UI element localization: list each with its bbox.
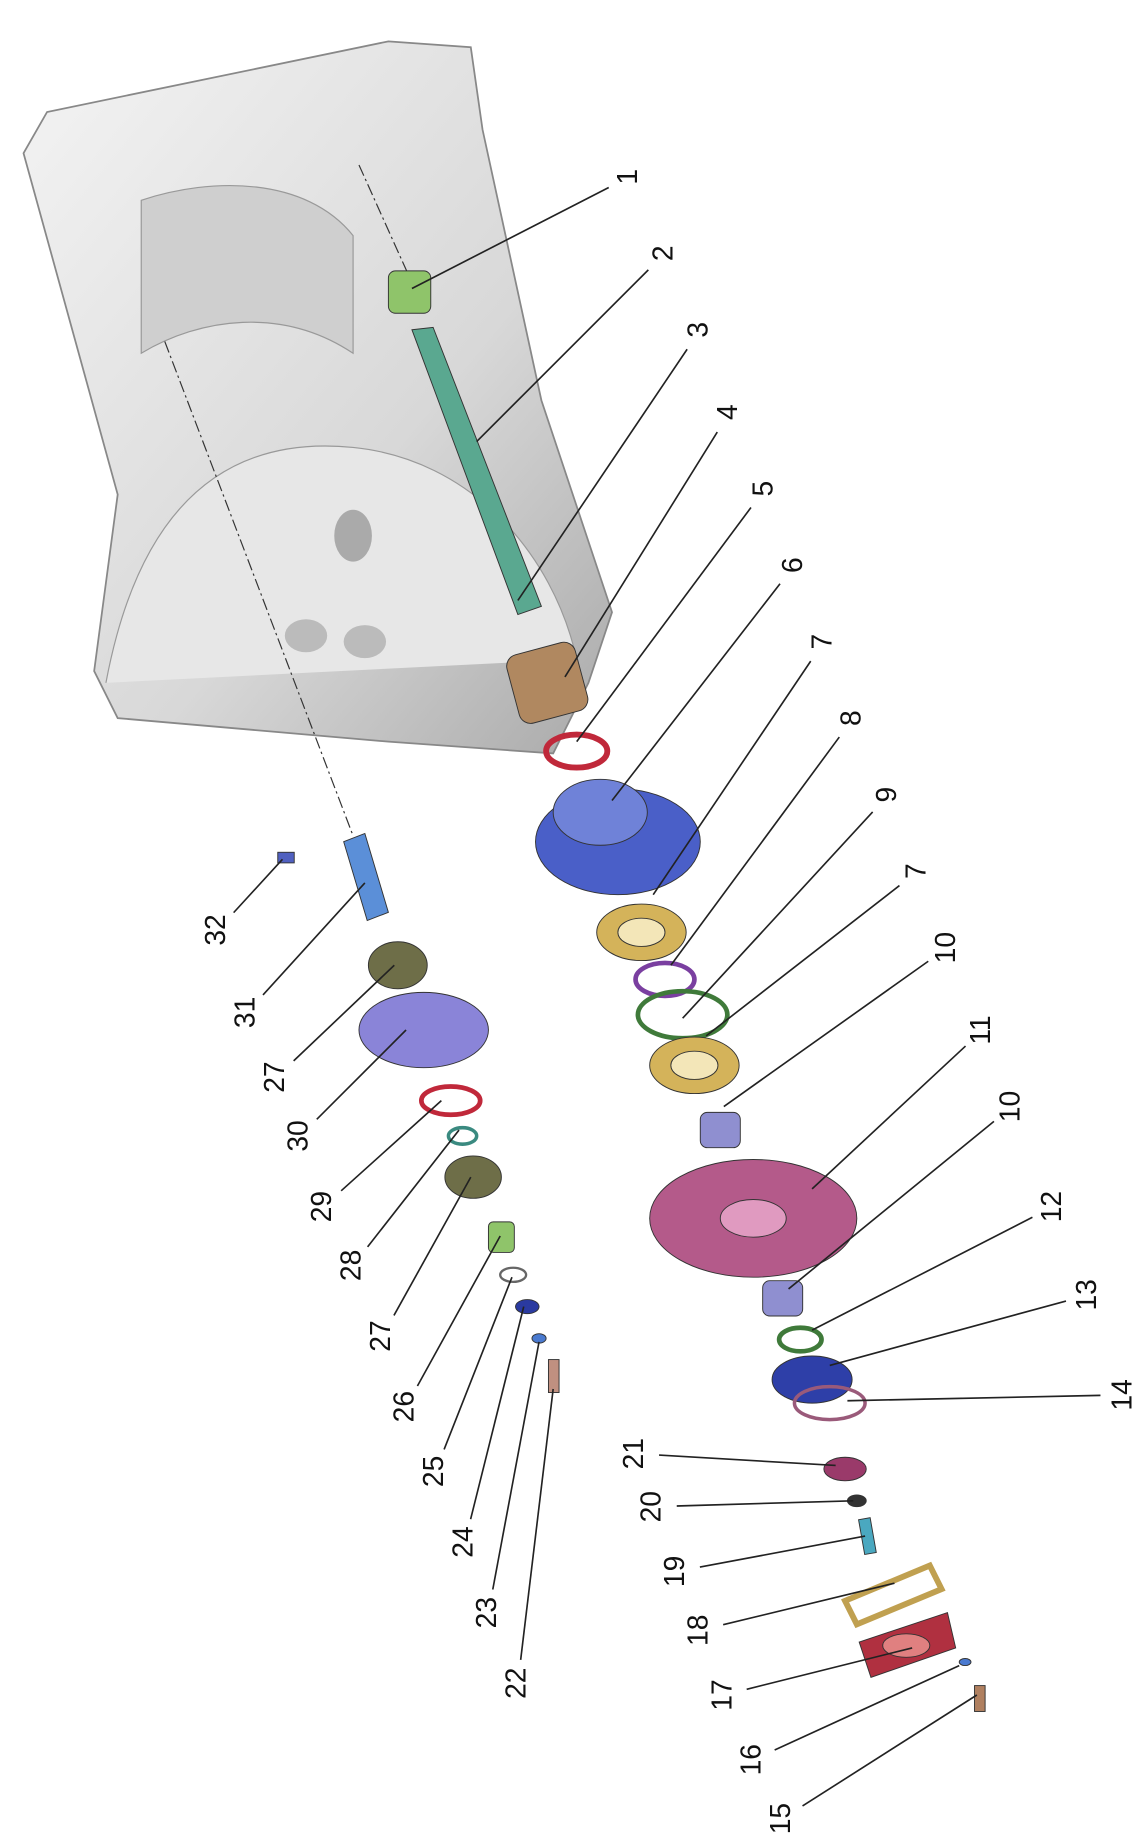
callout-number: 20 xyxy=(635,1491,667,1522)
leader-line xyxy=(847,1394,1101,1402)
leader-line xyxy=(293,964,395,1062)
leader-line xyxy=(340,1100,442,1192)
leader-line xyxy=(393,1176,472,1316)
callout-number: 27 xyxy=(364,1320,396,1351)
leader-line xyxy=(411,186,610,290)
callout-number: 9 xyxy=(870,787,902,803)
leader-line xyxy=(491,1341,540,1590)
callout-number: 11 xyxy=(964,1015,996,1044)
callout-number: 13 xyxy=(1070,1279,1102,1310)
housing xyxy=(22,40,613,755)
callout-number: 24 xyxy=(446,1526,478,1557)
callout-number: 31 xyxy=(229,997,261,1028)
callout-number: 32 xyxy=(199,914,231,945)
callout-number: 8 xyxy=(835,710,867,726)
leader-line xyxy=(262,882,366,996)
parts xyxy=(277,270,986,1712)
leader-line xyxy=(829,1300,1067,1367)
callout-number: 15 xyxy=(764,1803,796,1834)
leader-line xyxy=(676,1499,854,1507)
leader-line xyxy=(443,1276,513,1450)
leader-line xyxy=(652,660,812,896)
leader-line xyxy=(705,884,900,1037)
leader-line xyxy=(682,811,874,1019)
callout-number: 26 xyxy=(388,1391,420,1422)
leader-line xyxy=(774,1664,960,1751)
callout-number: 17 xyxy=(705,1679,737,1710)
leader-line xyxy=(723,960,929,1108)
leader-line xyxy=(366,1129,460,1248)
callout-number: 14 xyxy=(1105,1379,1137,1410)
leader-line xyxy=(519,1388,554,1660)
callout-number: 12 xyxy=(1035,1191,1067,1222)
leader-line xyxy=(811,1045,967,1190)
callout-number: 6 xyxy=(776,557,808,573)
callout-number: 30 xyxy=(282,1120,314,1151)
leader-line xyxy=(517,348,688,601)
leader-line xyxy=(476,269,649,443)
leader-line xyxy=(699,1535,866,1568)
callout-number: 4 xyxy=(711,404,743,420)
callout-number: 16 xyxy=(735,1744,767,1775)
leader-line xyxy=(659,1454,836,1467)
callout-number: 29 xyxy=(305,1191,337,1222)
callout-number: 7 xyxy=(805,634,837,650)
callout-number: 23 xyxy=(470,1597,502,1628)
callout-number: 10 xyxy=(994,1091,1026,1122)
callout-number: 25 xyxy=(417,1456,449,1487)
callout-number: 18 xyxy=(682,1615,714,1646)
callout-number: 1 xyxy=(611,169,643,185)
callout-number: 10 xyxy=(929,932,961,963)
callout-number: 27 xyxy=(258,1061,290,1092)
callout-number: 3 xyxy=(682,322,714,338)
callout-number: 21 xyxy=(617,1438,649,1469)
callout-number: 7 xyxy=(899,863,931,879)
leader-line xyxy=(811,1216,1033,1331)
leader-line xyxy=(576,507,752,743)
leader-line xyxy=(722,1582,895,1626)
callout-number: 2 xyxy=(646,245,678,261)
leader-line xyxy=(469,1306,525,1520)
leader-line xyxy=(316,1029,407,1120)
callouts: 1234567897101110121314212019181716152223… xyxy=(199,169,1137,1834)
leader-line xyxy=(233,858,284,914)
leader-line xyxy=(564,431,718,678)
callout-number: 28 xyxy=(335,1250,367,1281)
callout-number: 19 xyxy=(658,1556,690,1587)
leader-line xyxy=(670,736,840,966)
leader-line xyxy=(746,1647,913,1691)
callout-number: 22 xyxy=(499,1668,531,1699)
leader-line xyxy=(611,583,781,802)
callout-number: 5 xyxy=(746,481,778,497)
center-lines xyxy=(164,164,413,837)
leader-line xyxy=(802,1694,978,1807)
leader-line xyxy=(416,1235,501,1387)
leader-line xyxy=(788,1120,995,1290)
